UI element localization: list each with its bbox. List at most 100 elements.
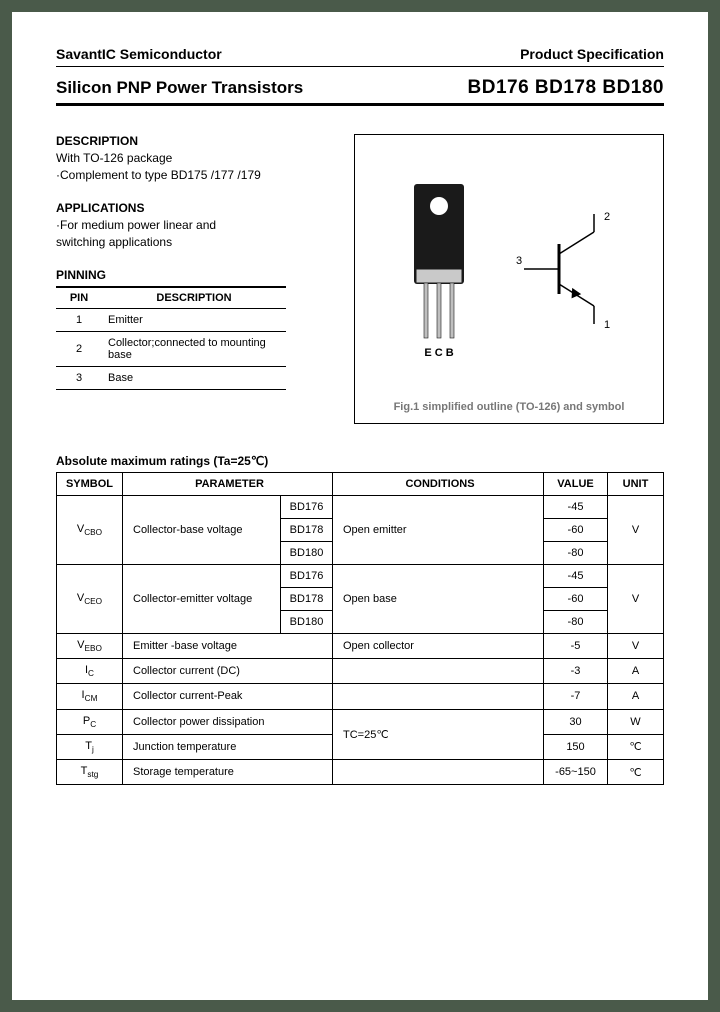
ratings-symbol: VCBO	[57, 496, 123, 565]
table-row: 1 Emitter	[56, 308, 286, 331]
header-row: SavantIC Semiconductor Product Specifica…	[56, 46, 664, 62]
ratings-part: BD178	[281, 588, 333, 611]
ratings-unit: ℃	[608, 759, 664, 784]
ratings-value: -60	[544, 519, 608, 542]
symbol-pin-3: 3	[516, 255, 522, 267]
ratings-unit: ℃	[608, 734, 664, 759]
header-rule	[56, 66, 664, 67]
pinning-col-desc: DESCRIPTION	[102, 287, 286, 309]
title-rule	[56, 103, 664, 106]
figure-svg-wrap: E C B 2 3 1	[355, 135, 663, 393]
table-row: 3 Base	[56, 366, 286, 389]
pin-desc: Emitter	[102, 308, 286, 331]
right-column: E C B 2 3 1	[354, 134, 664, 424]
ratings-parameter: Collector current-Peak	[123, 684, 333, 709]
ratings-symbol: VEBO	[57, 634, 123, 659]
applications-line-1: ·For medium power linear and	[56, 217, 336, 234]
ratings-parameter: Emitter -base voltage	[123, 634, 333, 659]
ratings-value: -60	[544, 588, 608, 611]
ratings-symbol: VCEO	[57, 565, 123, 634]
ratings-symbol: Tstg	[57, 759, 123, 784]
table-row: ICM Collector current-Peak -7 A	[57, 684, 664, 709]
pin-num: 3	[56, 366, 102, 389]
pin-desc: Collector;connected to mounting base	[102, 331, 286, 366]
table-row: PC Collector power dissipation TC=25℃ 30…	[57, 709, 664, 734]
pinning-col-pin: PIN	[56, 287, 102, 309]
datasheet-page: SavantIC Semiconductor Product Specifica…	[12, 12, 708, 1000]
pinning-heading: PINNING	[56, 268, 336, 282]
ratings-parameter: Junction temperature	[123, 734, 333, 759]
ratings-symbol: Tj	[57, 734, 123, 759]
ratings-unit: V	[608, 565, 664, 634]
ratings-unit: V	[608, 634, 664, 659]
ratings-value: -7	[544, 684, 608, 709]
figure-box: E C B 2 3 1	[354, 134, 664, 424]
ratings-condition: TC=25℃	[333, 709, 544, 759]
ratings-unit: V	[608, 496, 664, 565]
ratings-condition	[333, 684, 544, 709]
ratings-part: BD176	[281, 565, 333, 588]
ratings-condition	[333, 659, 544, 684]
pin-num: 1	[56, 308, 102, 331]
ratings-parameter: Collector-emitter voltage	[123, 565, 281, 634]
ratings-unit: W	[608, 709, 664, 734]
table-row: VCBO Collector-base voltage BD176 Open e…	[57, 496, 664, 519]
ratings-col-symbol: SYMBOL	[57, 473, 123, 496]
ratings-unit: A	[608, 659, 664, 684]
spec-label: Product Specification	[520, 46, 664, 62]
two-column-region: DESCRIPTION With TO-126 package ·Complem…	[56, 134, 664, 424]
description-line-1: With TO-126 package	[56, 150, 336, 167]
ratings-col-conditions: CONDITIONS	[333, 473, 544, 496]
ratings-unit: A	[608, 684, 664, 709]
table-row: VEBO Emitter -base voltage Open collecto…	[57, 634, 664, 659]
company-name: SavantIC Semiconductor	[56, 46, 222, 62]
ratings-parameter: Storage temperature	[123, 759, 333, 784]
title-left: Silicon PNP Power Transistors	[56, 78, 303, 98]
applications-line-2: switching applications	[56, 234, 336, 251]
ratings-condition	[333, 759, 544, 784]
table-row: 2 Collector;connected to mounting base	[56, 331, 286, 366]
ratings-condition: Open emitter	[333, 496, 544, 565]
ratings-symbol: IC	[57, 659, 123, 684]
ratings-parameter: Collector power dissipation	[123, 709, 333, 734]
transistor-symbol-icon: 2 3 1	[514, 204, 624, 334]
ratings-col-parameter: PARAMETER	[123, 473, 333, 496]
description-line-2: ·Complement to type BD175 /177 /179	[56, 167, 336, 184]
ratings-value: -3	[544, 659, 608, 684]
ratings-part: BD180	[281, 542, 333, 565]
ratings-table: SYMBOL PARAMETER CONDITIONS VALUE UNIT V…	[56, 472, 664, 785]
ratings-value: -45	[544, 565, 608, 588]
ratings-part: BD178	[281, 519, 333, 542]
ecb-label: E C B	[424, 347, 453, 359]
table-row: IC Collector current (DC) -3 A	[57, 659, 664, 684]
title-row: Silicon PNP Power Transistors BD176 BD17…	[56, 77, 664, 99]
left-column: DESCRIPTION With TO-126 package ·Complem…	[56, 134, 336, 424]
ratings-value: -45	[544, 496, 608, 519]
ratings-symbol: ICM	[57, 684, 123, 709]
ratings-parameter: Collector current (DC)	[123, 659, 333, 684]
ratings-value: -65~150	[544, 759, 608, 784]
figure-caption: Fig.1 simplified outline (TO-126) and sy…	[390, 393, 629, 423]
symbol-pin-1: 1	[604, 319, 610, 331]
ratings-col-unit: UNIT	[608, 473, 664, 496]
package-outline-icon: E C B	[394, 174, 484, 364]
ratings-condition: Open collector	[333, 634, 544, 659]
applications-heading: APPLICATIONS	[56, 201, 336, 215]
ratings-value: -5	[544, 634, 608, 659]
ratings-value: 30	[544, 709, 608, 734]
ratings-value: -80	[544, 542, 608, 565]
pin-num: 2	[56, 331, 102, 366]
ratings-col-value: VALUE	[544, 473, 608, 496]
pin-desc: Base	[102, 366, 286, 389]
ratings-symbol: PC	[57, 709, 123, 734]
symbol-pin-2: 2	[604, 211, 610, 223]
pinning-table: PIN DESCRIPTION 1 Emitter 2 Collector;co…	[56, 286, 286, 390]
ratings-value: 150	[544, 734, 608, 759]
ratings-part: BD176	[281, 496, 333, 519]
ratings-heading: Absolute maximum ratings (Ta=25℃)	[56, 454, 664, 468]
table-row: Tstg Storage temperature -65~150 ℃	[57, 759, 664, 784]
ratings-parameter: Collector-base voltage	[123, 496, 281, 565]
ratings-part: BD180	[281, 611, 333, 634]
description-heading: DESCRIPTION	[56, 134, 336, 148]
ratings-condition: Open base	[333, 565, 544, 634]
